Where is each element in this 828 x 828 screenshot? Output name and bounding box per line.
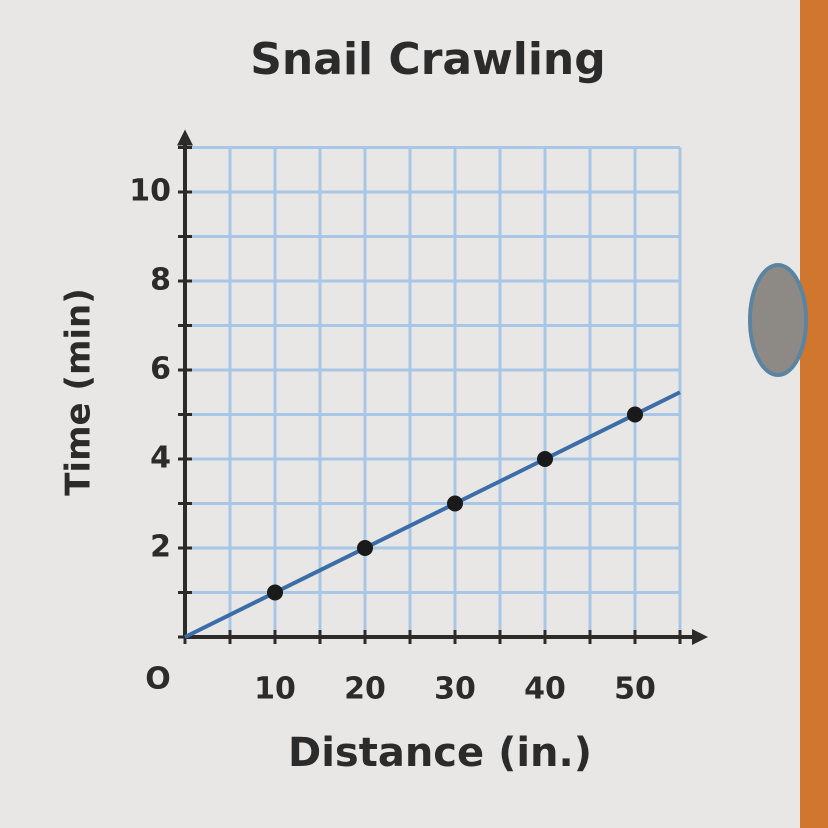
chart-title: Snail Crawling (250, 34, 606, 85)
x-tick-label: 50 (614, 672, 656, 707)
x-tick-label: 30 (434, 672, 476, 707)
plot: 10 20 30 40 50 2 4 6 8 10 (129, 129, 708, 707)
x-axis-arrow (692, 629, 708, 645)
trend-line (184, 390, 681, 639)
y-axis-label: Time (min) (59, 288, 99, 496)
data-point (357, 540, 373, 556)
y-axis-arrow (177, 129, 193, 146)
binder-hole (748, 263, 808, 377)
data-point (267, 584, 283, 601)
x-tick-label: 20 (344, 672, 386, 707)
y-tick-label: 6 (150, 352, 171, 387)
origin-label: O (145, 662, 171, 697)
x-tick-label: 40 (524, 672, 566, 707)
data-point (537, 451, 553, 467)
y-tick-label: 2 (150, 530, 171, 565)
data-point (447, 495, 463, 512)
y-tick-label: 4 (150, 441, 171, 476)
x-axis-label: Distance (in.) (288, 730, 592, 776)
x-tick-label: 10 (254, 672, 296, 707)
page-edge (800, 0, 828, 828)
data-point (627, 406, 643, 423)
y-tick-label: 10 (129, 174, 171, 209)
y-tick-label: 8 (150, 263, 171, 298)
